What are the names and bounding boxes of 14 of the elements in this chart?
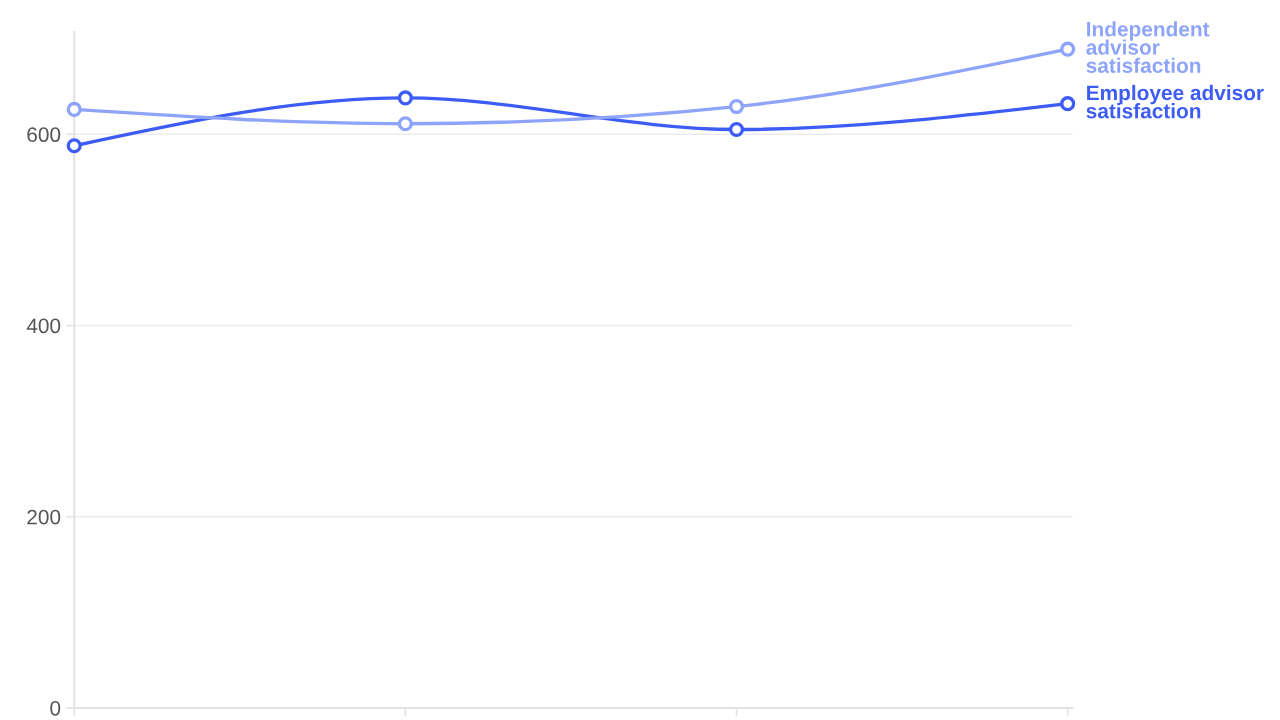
y-tick-label: 200 <box>27 509 61 525</box>
point <box>728 98 745 115</box>
point <box>66 101 82 117</box>
point <box>1060 96 1076 112</box>
y-tick-label: 600 <box>27 127 61 143</box>
point <box>397 90 413 106</box>
point <box>728 121 745 138</box>
series-label: Employee advisor satisfaction <box>1086 84 1264 119</box>
point <box>397 116 413 132</box>
point <box>66 138 82 154</box>
y-tick-label: 400 <box>26 318 61 334</box>
y-tick-label: 0 <box>50 700 61 716</box>
point <box>1060 41 1076 57</box>
series-label: Independent advisor satisfaction <box>1086 21 1210 73</box>
